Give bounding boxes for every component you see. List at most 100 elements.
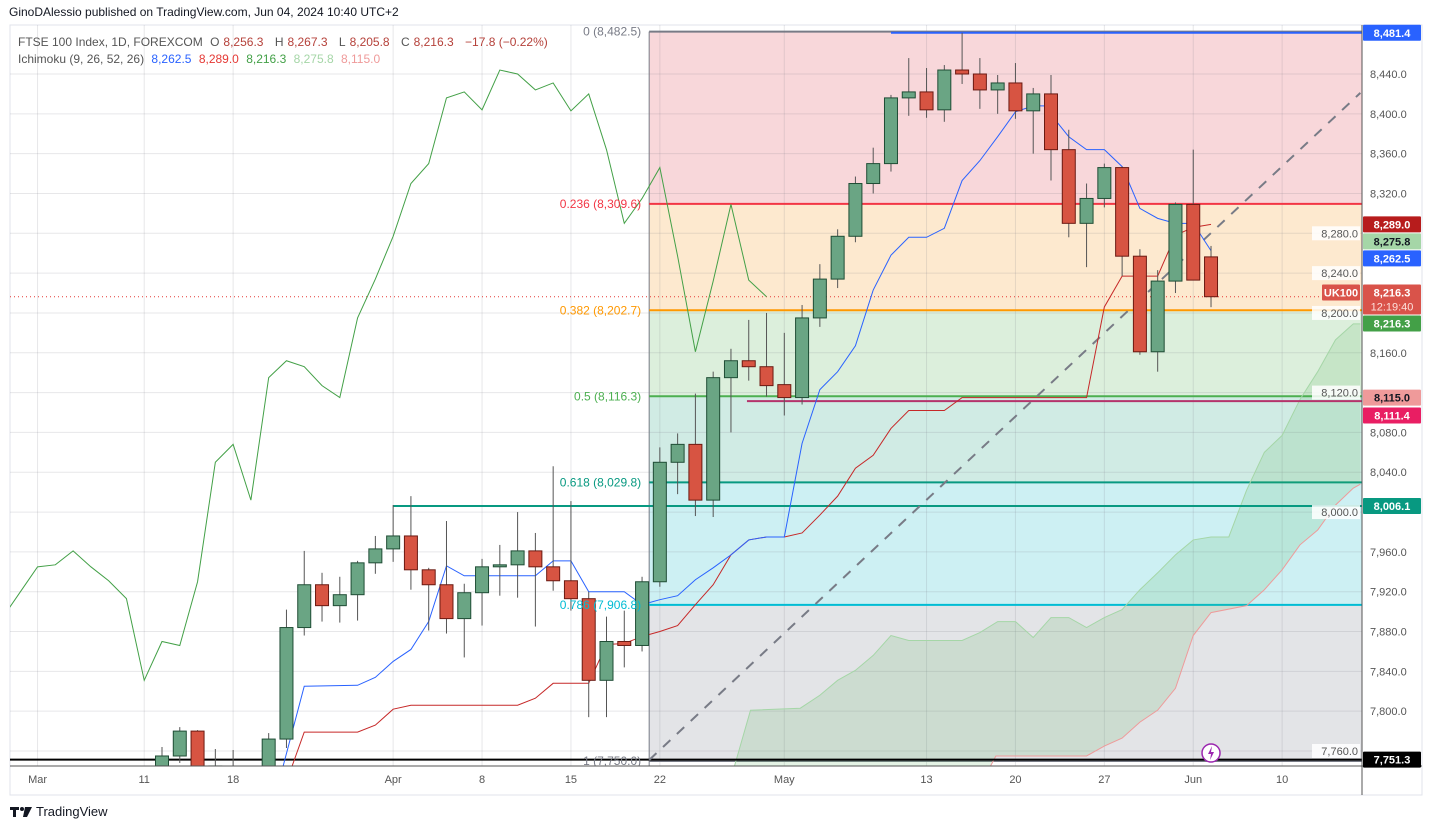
candle-up[interactable] (652, 447, 667, 587)
candle-up[interactable] (475, 558, 490, 626)
candle-body (670, 443, 685, 463)
candle-up[interactable] (883, 94, 898, 172)
x-tick-label: 10 (1276, 774, 1288, 786)
candle-up[interactable] (332, 576, 347, 623)
candle-up[interactable] (510, 512, 525, 598)
candle-body (1079, 197, 1094, 224)
candle-up[interactable] (848, 176, 863, 243)
candle-body (848, 183, 863, 237)
candle-up[interactable] (866, 147, 881, 194)
candle-down[interactable] (617, 610, 632, 668)
candle-down[interactable] (421, 567, 436, 631)
fib-level-label: 0.786 (7,906.8) (560, 598, 641, 612)
y-tick-label: 8,200.0 (1321, 308, 1358, 320)
candle-up[interactable] (1097, 163, 1112, 208)
candle-up[interactable] (635, 576, 650, 652)
candle-up[interactable] (901, 58, 916, 116)
fib-level-label: 0.236 (8,309.6) (560, 197, 641, 211)
candle-up[interactable] (670, 433, 685, 495)
candle-down[interactable] (1204, 245, 1219, 308)
candle-down[interactable] (563, 501, 578, 611)
price-label-text: 8,216.3 (1374, 319, 1411, 331)
candle-down[interactable] (972, 58, 987, 109)
y-tick-label: 7,880.0 (1370, 627, 1407, 639)
price-label-text: 8,262.5 (1374, 253, 1411, 265)
candle-down[interactable] (1132, 249, 1147, 355)
candle-up[interactable] (830, 229, 845, 289)
candle-down[interactable] (1186, 149, 1201, 281)
ichimoku-cloud (734, 323, 1361, 766)
candle-down[interactable] (777, 332, 792, 416)
candle-up[interactable] (297, 550, 312, 636)
candle-down[interactable] (1044, 74, 1058, 181)
footer-brand[interactable]: TradingView (10, 804, 108, 819)
y-tick-label-inset: 8,280.0 (1312, 226, 1360, 241)
candle-down[interactable] (439, 521, 454, 634)
candle-down[interactable] (315, 572, 330, 622)
candle-body (172, 730, 187, 757)
candle-down[interactable] (1115, 166, 1130, 277)
ichimoku-legend-row: Ichimoku (9, 26, 52, 26) 8,262.5 8,289.0… (18, 51, 552, 68)
candle-up[interactable] (937, 65, 952, 122)
y-tick-label-backdrop (1312, 505, 1360, 520)
lightning-icon[interactable] (1201, 743, 1221, 763)
candle-body (688, 443, 703, 501)
candle-up[interactable] (599, 616, 614, 718)
candle-up[interactable] (1026, 87, 1041, 154)
candle-up[interactable] (368, 535, 383, 574)
candle-down[interactable] (1061, 129, 1076, 238)
candle-up[interactable] (812, 264, 827, 327)
candle-up[interactable] (990, 74, 1005, 114)
candle-up[interactable] (1079, 183, 1094, 268)
candle-down[interactable] (190, 730, 205, 781)
ichimoku-label[interactable]: Ichimoku (9, 26, 52, 26) (18, 52, 145, 66)
change-value: −17.8 (−0.22%) (465, 35, 548, 49)
candle-body (315, 584, 330, 607)
candle-down[interactable] (546, 466, 561, 591)
candle-up[interactable] (279, 609, 294, 749)
symbol-name[interactable]: FTSE 100 Index, 1D, FOREXCOM (18, 35, 203, 49)
y-tick-label: 8,080.0 (1370, 427, 1407, 439)
candle-body (510, 550, 525, 566)
candle-body (1097, 167, 1112, 199)
candle-body (1061, 149, 1076, 224)
candle-down[interactable] (581, 591, 596, 718)
candle-body (1186, 203, 1201, 281)
fib-level-label: 1 (7,750.0) (583, 754, 641, 768)
candle-up[interactable] (1150, 270, 1165, 372)
candle-down[interactable] (741, 319, 756, 381)
candle-down[interactable] (919, 68, 934, 118)
candle-up[interactable] (227, 750, 240, 811)
x-tick-label: 15 (565, 774, 577, 786)
candle-down[interactable] (403, 496, 418, 590)
candle-down[interactable] (955, 32, 970, 84)
candle-up[interactable] (706, 371, 721, 518)
x-tick-label: 11 (139, 774, 150, 786)
candle-up[interactable] (350, 560, 365, 621)
candle-body (777, 384, 792, 399)
candle-down[interactable] (688, 393, 703, 517)
candle-up[interactable] (1168, 202, 1183, 294)
candle-down[interactable] (759, 312, 774, 397)
close-prefix: C (400, 35, 410, 49)
x-tick-label: 20 (1009, 774, 1021, 786)
candle-down[interactable] (528, 532, 543, 627)
candle-up[interactable] (723, 348, 738, 433)
candle-body (350, 562, 365, 596)
candle-body (795, 317, 810, 399)
ichimoku-span-a-value: 8,275.8 (293, 52, 334, 66)
candle-up[interactable] (492, 544, 507, 596)
candle-up[interactable] (386, 505, 401, 562)
candle-up[interactable] (457, 583, 472, 658)
price-label-box (1363, 407, 1421, 424)
candle-up[interactable] (172, 727, 187, 763)
candle-down[interactable] (1008, 63, 1023, 119)
candle-up[interactable] (261, 733, 276, 791)
close-number: 8,216.3 (413, 35, 454, 49)
y-tick-label: 8,360.0 (1370, 149, 1407, 161)
candle-up[interactable] (795, 304, 810, 405)
y-tick-label: 7,920.0 (1370, 587, 1407, 599)
publisher-caption: GinoDAlessio published on TradingView.co… (9, 5, 399, 19)
price-axis-label: 8,216.3 12:19:40 UK100 (1322, 284, 1421, 315)
